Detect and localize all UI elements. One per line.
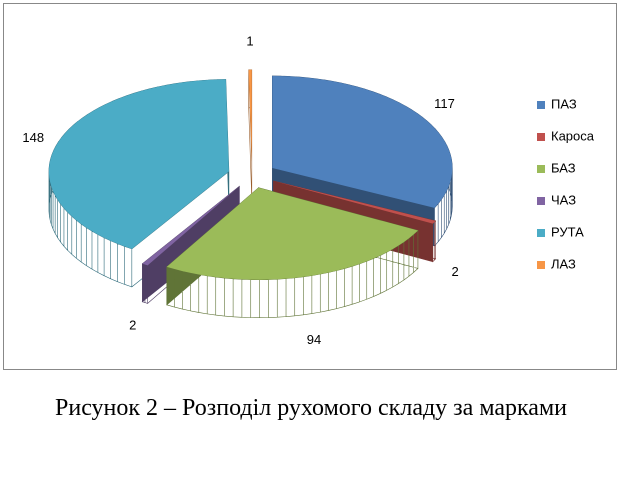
legend-label: Кароса (551, 128, 595, 143)
data-label: 148 (22, 130, 44, 145)
data-label: 117 (434, 96, 455, 111)
slice (48, 79, 229, 249)
legend-label: ЧАЗ (551, 192, 576, 207)
legend-swatch (537, 101, 545, 109)
data-label: 2 (129, 317, 136, 332)
legend-swatch (537, 133, 545, 141)
legend-swatch (537, 261, 545, 269)
slice (273, 180, 436, 224)
slice (166, 187, 418, 280)
slice-group (166, 187, 419, 319)
slice-group (248, 69, 253, 200)
slice (142, 186, 240, 266)
legend-label: ПАЗ (551, 96, 577, 111)
data-label: 1 (246, 34, 253, 49)
chart: 117 2 94 2 148 1 ПАЗ Кароса БАЗ ЧАЗ РУТА ЛАЗ (3, 3, 617, 370)
legend-label: БАЗ (551, 160, 576, 175)
legend-label: ЛАЗ (551, 256, 576, 271)
data-label: 94 (307, 332, 321, 347)
legend-swatch (537, 229, 545, 237)
legend-swatch (537, 165, 545, 173)
slice (272, 75, 453, 208)
slice-group (48, 79, 230, 288)
legend-label: РУТА (551, 224, 584, 239)
data-label: 2 (452, 264, 459, 279)
slice (248, 69, 252, 162)
legend-swatch (537, 197, 545, 205)
caption: Рисунок 2 – Розподіл рухомого складу за … (55, 395, 567, 421)
